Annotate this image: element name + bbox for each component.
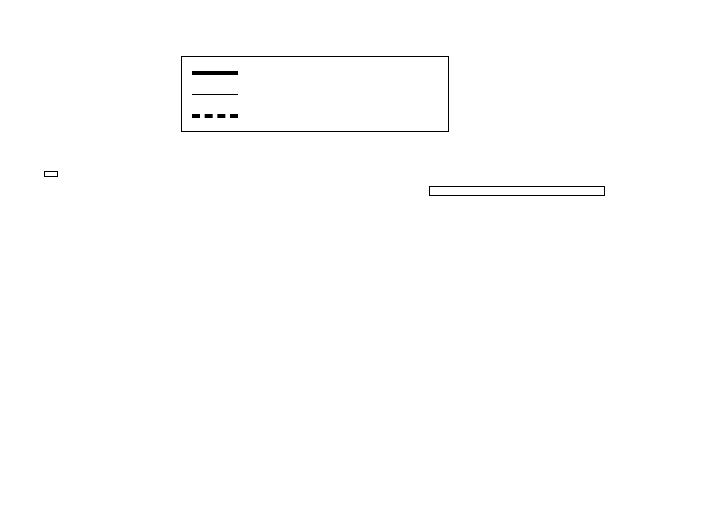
zone-no-overlap-label <box>44 171 58 177</box>
thick-line-sample <box>192 70 238 75</box>
legend-item-resonance <box>192 70 438 75</box>
dashed-line-sample <box>192 113 238 118</box>
zone-overlap-label <box>429 186 605 196</box>
legend-item-phase-approach <box>192 113 438 118</box>
legend <box>181 56 449 132</box>
legend-item-formula <box>192 93 438 95</box>
thin-line-sample <box>192 93 238 95</box>
